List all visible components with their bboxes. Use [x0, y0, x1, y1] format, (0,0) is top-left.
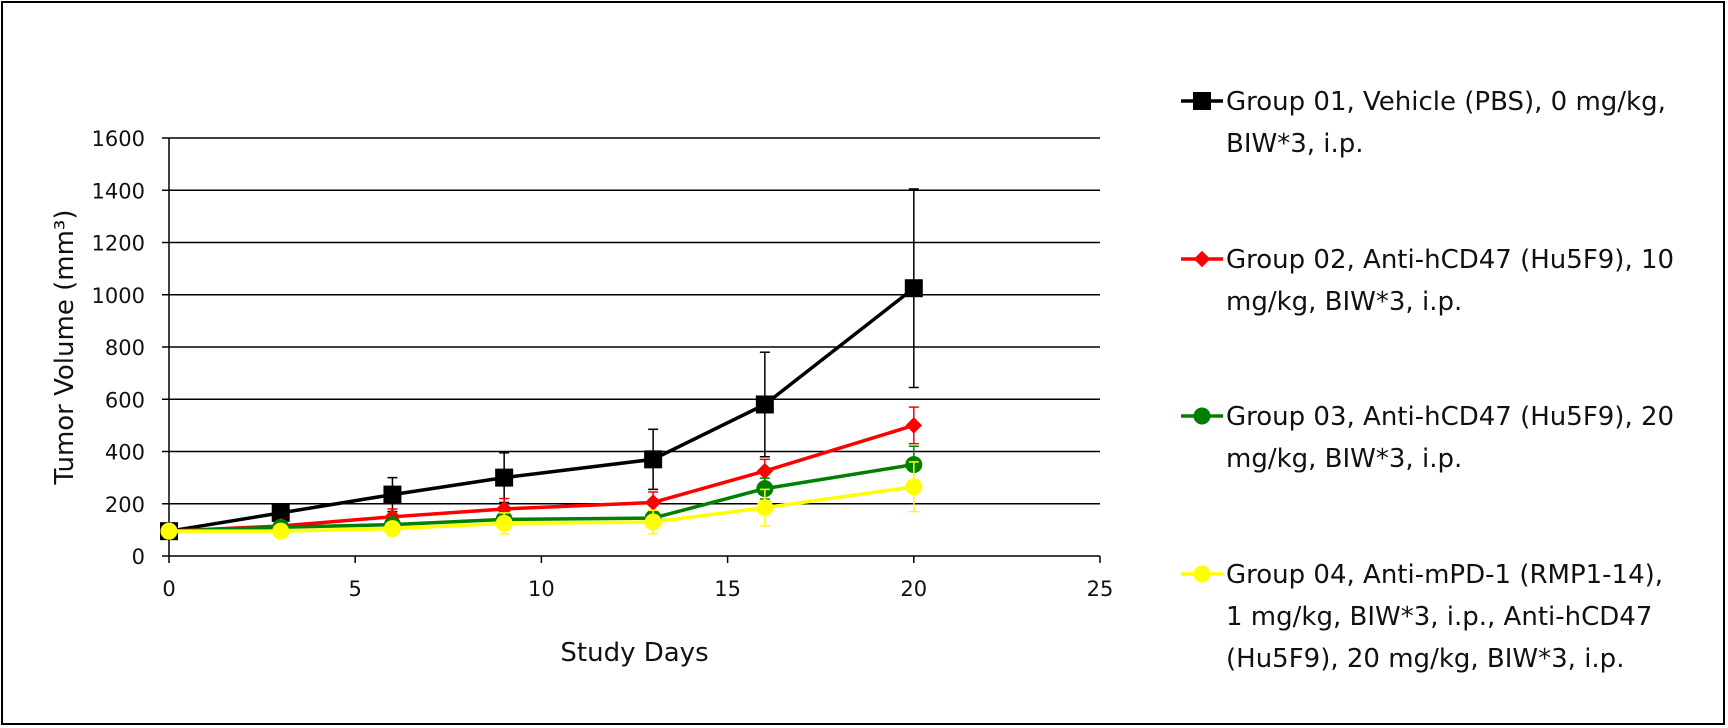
y-tick-label: 800 — [105, 336, 145, 360]
data-point — [495, 514, 513, 532]
legend-label: mg/kg, BIW*3, i.p. — [1226, 287, 1462, 317]
legend-item: Group 02, Anti-hCD47 (Hu5F9), 10 mg/kg, B… — [1181, 245, 1674, 317]
legend-swatch-marker — [1193, 407, 1211, 425]
legend-item: Group 01, Vehicle (PBS), 0 mg/kg, BIW*3, … — [1181, 87, 1666, 159]
series-line — [168, 286, 915, 533]
y-tick-label: 1400 — [92, 179, 145, 203]
data-point — [272, 522, 290, 540]
series-group — [160, 188, 923, 541]
legend-swatch-marker — [1193, 565, 1211, 583]
y-tick-label: 400 — [105, 441, 145, 465]
grid-layer — [169, 137, 1100, 505]
y-tick-label: 0 — [132, 545, 145, 569]
data-point — [160, 522, 178, 540]
y-tick-label: 1000 — [92, 284, 145, 308]
data-point — [755, 395, 774, 414]
y-axis-title: Tumor Volume (mm³) — [50, 210, 80, 486]
legend-swatch-marker — [1193, 250, 1211, 268]
data-point — [905, 478, 923, 496]
x-tick-label: 20 — [900, 577, 927, 601]
x-tick-label: 5 — [349, 577, 362, 601]
data-point — [383, 520, 401, 538]
data-point — [904, 279, 923, 298]
legend-label: Group 03, Anti-hCD47 (Hu5F9), 20 — [1226, 402, 1674, 432]
series-group — [160, 461, 923, 540]
data-point — [644, 450, 663, 469]
data-point — [756, 499, 774, 517]
legend-label: BIW*3, i.p. — [1226, 129, 1364, 159]
legend-label: 1 mg/kg, BIW*3, i.p., Anti-hCD47 — [1226, 602, 1652, 632]
y-tick-label: 1600 — [92, 127, 145, 151]
data-point — [644, 513, 662, 531]
x-tick-label: 25 — [1087, 577, 1114, 601]
legend-label: Group 01, Vehicle (PBS), 0 mg/kg, — [1226, 87, 1666, 117]
legend-label: mg/kg, BIW*3, i.p. — [1226, 444, 1462, 474]
data-point — [644, 494, 662, 511]
data-point — [383, 485, 402, 504]
y-tick-label: 1200 — [92, 232, 145, 256]
legend-label: Group 02, Anti-hCD47 (Hu5F9), 10 — [1226, 245, 1674, 275]
y-tick-label: 600 — [105, 388, 145, 412]
legend-label: (Hu5F9), 20 mg/kg, BIW*3, i.p. — [1226, 644, 1624, 674]
data-point — [905, 417, 923, 434]
series-layer — [160, 188, 923, 541]
legend-item: Group 04, Anti-mPD-1 (RMP1-14), 1 mg/kg, … — [1181, 560, 1663, 674]
x-tick-label: 0 — [162, 577, 175, 601]
x-tick-label: 15 — [714, 577, 741, 601]
data-point — [756, 462, 774, 480]
y-tick-label: 200 — [105, 493, 145, 517]
axis-layer: 0 200 400 600 800 1000 1200 1400 1600 0 5 10 15 20 25 — [92, 127, 1114, 601]
legend-layer: Group 01, Vehicle (PBS), 0 mg/kg, BIW*3, … — [1181, 87, 1674, 674]
x-tick-label: 10 — [528, 577, 555, 601]
legend-item: Group 03, Anti-hCD47 (Hu5F9), 20 mg/kg, B… — [1181, 402, 1674, 474]
legend-label: Group 04, Anti-mPD-1 (RMP1-14), — [1226, 560, 1663, 590]
x-axis-title: Study Days — [560, 638, 708, 668]
legend-swatch-marker — [1193, 92, 1211, 110]
data-point — [495, 468, 514, 487]
